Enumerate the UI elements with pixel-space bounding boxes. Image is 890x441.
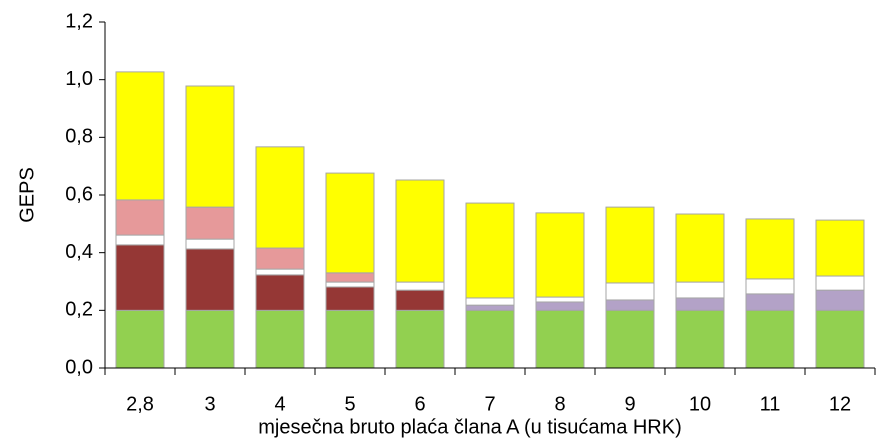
x-tick-label: 8 (554, 393, 565, 415)
bar-segment (605, 206, 655, 284)
bar-segment (115, 309, 165, 369)
y-axis-label: GEPS (16, 167, 38, 223)
bar-segment (605, 309, 655, 369)
bar-segment (395, 179, 445, 283)
x-tick-label: 11 (760, 393, 781, 415)
y-tick-label: 0,8 (65, 126, 93, 148)
bar-segment (185, 238, 235, 250)
bar-segment (745, 293, 795, 311)
bar-segment (115, 71, 165, 201)
bar-segment (185, 206, 235, 240)
bar-segment (325, 281, 375, 288)
bar-segment (115, 234, 165, 246)
bar-segment (185, 309, 235, 369)
bar-segment (815, 289, 865, 311)
bar-segment (675, 309, 725, 369)
bar-segment (255, 309, 305, 369)
x-tick-label: 10 (689, 393, 711, 415)
bar-segment (325, 286, 375, 311)
bar-segment (115, 199, 165, 236)
bar-segment (535, 212, 585, 298)
bar-segment (325, 172, 375, 274)
x-tick-label: 9 (624, 393, 635, 415)
bar-segment (325, 272, 375, 283)
bar-segment (815, 275, 865, 291)
bar-segment (535, 309, 585, 369)
bar-segment (255, 146, 305, 249)
bar-segment (675, 281, 725, 299)
y-tick-label: 0,6 (65, 183, 93, 205)
x-tick-label: 7 (484, 393, 495, 415)
bar-segment (745, 278, 795, 295)
bar-segment (745, 218, 795, 280)
x-tick-label: 6 (414, 393, 425, 415)
bar-segment (605, 282, 655, 301)
x-tick-label: 12 (829, 393, 851, 415)
bar-segment (325, 309, 375, 369)
bar-segment (675, 213, 725, 283)
bar-segment (255, 268, 305, 276)
bar-segment (465, 202, 515, 299)
bar-segment (815, 219, 865, 277)
bar-segment (605, 299, 655, 311)
x-axis-label: mjesečna bruto plaća člana A (u tisućama… (258, 416, 682, 438)
bar-segment (465, 304, 515, 311)
y-tick-label: 0,0 (65, 356, 93, 378)
bar-segment (675, 297, 725, 311)
bar-segment (395, 281, 445, 291)
bar-segment (535, 301, 585, 311)
x-tick-label: 5 (344, 393, 355, 415)
y-tick-label: 1,0 (65, 68, 93, 90)
y-tick-label: 1,2 (65, 10, 93, 32)
x-tick-label: 2,8 (126, 393, 154, 415)
bar-segment (395, 289, 445, 311)
bar-segment (535, 296, 585, 303)
x-tick-label: 4 (274, 393, 285, 415)
bar-segment (745, 309, 795, 369)
y-tick-label: 0,2 (65, 299, 93, 321)
bar-segment (465, 297, 515, 306)
bar-segment (115, 244, 165, 311)
bar-segment (255, 274, 305, 311)
x-tick-label: 3 (204, 393, 215, 415)
bar-segment (815, 309, 865, 369)
bar-segment (465, 309, 515, 369)
y-tick-label: 0,4 (65, 241, 93, 263)
bar-segment (395, 309, 445, 369)
bar-segment (255, 247, 305, 270)
bar-segment (185, 85, 235, 208)
bar-segment (185, 248, 235, 311)
